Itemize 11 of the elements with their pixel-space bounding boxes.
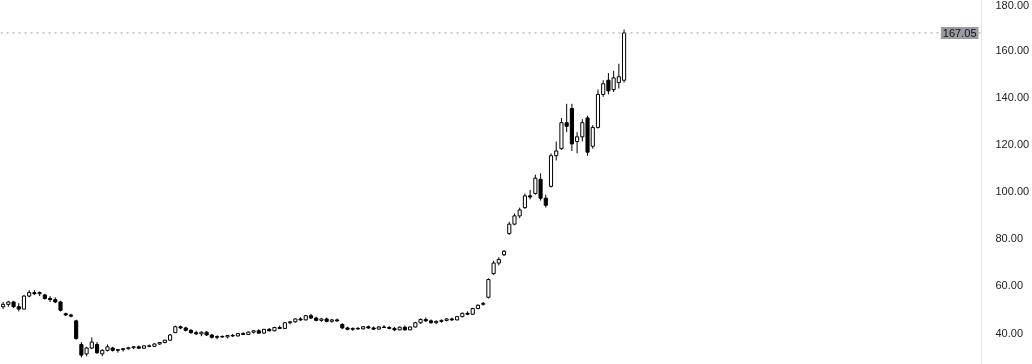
candlestick <box>214 334 220 340</box>
y-tick-label: 60.00 <box>995 279 1024 292</box>
y-tick-label: 180.00 <box>995 0 1030 11</box>
candlestick <box>428 318 434 325</box>
y-tick-label: 140.00 <box>995 90 1030 103</box>
y-tick-label: 80.00 <box>995 232 1024 245</box>
y-tick-label: 40.00 <box>995 326 1024 339</box>
y-tick-label: 160.00 <box>995 43 1030 56</box>
y-tick-label: 100.00 <box>995 185 1030 198</box>
ref-line-label: 167.05 <box>942 26 977 39</box>
y-tick-label: 120.00 <box>995 137 1030 150</box>
